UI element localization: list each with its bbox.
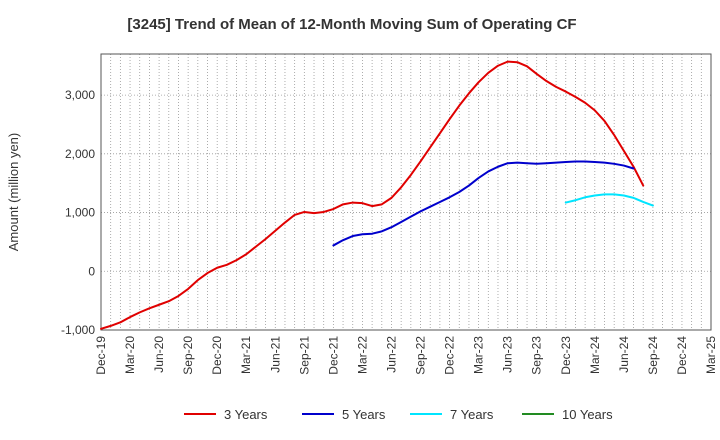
gridlines xyxy=(101,54,711,331)
x-tick-label: Dec-23 xyxy=(559,336,573,375)
x-tick-label: Sep-21 xyxy=(297,336,311,375)
x-tick-label: Dec-22 xyxy=(443,336,457,375)
x-tick-label: Jun-22 xyxy=(384,336,398,373)
x-tick-label: Mar-25 xyxy=(704,336,718,374)
x-tick-label: Mar-22 xyxy=(355,336,369,374)
legend-item: 5 Years xyxy=(302,407,386,422)
legend-item: 10 Years xyxy=(522,407,613,422)
series-lines xyxy=(100,60,654,330)
y-tick-label: 0 xyxy=(88,264,95,278)
x-tick-label: Sep-22 xyxy=(414,336,428,375)
y-axis-label: Amount (million yen) xyxy=(6,133,21,252)
legend-label: 7 Years xyxy=(450,407,494,422)
y-tick-label: -1,000 xyxy=(61,323,95,337)
series-line-7-years xyxy=(564,193,654,207)
series-line-5-years xyxy=(332,160,635,247)
y-tick-label: 3,000 xyxy=(65,88,95,102)
legend-label: 5 Years xyxy=(342,407,386,422)
y-axis: -1,000 0 1,000 2,000 3,000 xyxy=(61,88,95,337)
x-tick-label: Sep-24 xyxy=(646,336,660,375)
x-tick-label: Mar-23 xyxy=(472,336,486,374)
x-tick-label: Sep-20 xyxy=(181,336,195,375)
x-tick-label: Dec-19 xyxy=(94,336,108,375)
x-tick-label: Mar-21 xyxy=(239,336,253,374)
x-tick-label: Jun-24 xyxy=(617,336,631,373)
x-tick-label: Jun-20 xyxy=(152,336,166,373)
x-tick-label: Dec-24 xyxy=(675,336,689,375)
x-tick-label: Jun-23 xyxy=(501,336,515,373)
series-line-3-years xyxy=(100,60,645,330)
legend-item: 3 Years xyxy=(184,407,268,422)
x-tick-label: Dec-20 xyxy=(210,336,224,375)
legend: 3 Years 5 Years 7 Years 10 Years xyxy=(184,407,613,422)
x-tick-label: Jun-21 xyxy=(268,336,282,373)
x-axis: Dec-19 Mar-20 Jun-20 Sep-20 Dec-20 Mar-21 Jun-… xyxy=(94,336,718,375)
legend-label: 10 Years xyxy=(562,407,613,422)
plot-area xyxy=(100,53,712,331)
x-tick-label: Sep-23 xyxy=(530,336,544,375)
y-tick-label: 1,000 xyxy=(65,206,95,220)
legend-item: 7 Years xyxy=(410,407,494,422)
y-tick-label: 2,000 xyxy=(65,147,95,161)
chart-title: [3245] Trend of Mean of 12-Month Moving … xyxy=(127,16,576,33)
legend-label: 3 Years xyxy=(224,407,268,422)
x-tick-label: Mar-24 xyxy=(588,336,602,374)
x-tick-label: Dec-21 xyxy=(326,336,340,375)
x-tick-label: Mar-20 xyxy=(123,336,137,374)
